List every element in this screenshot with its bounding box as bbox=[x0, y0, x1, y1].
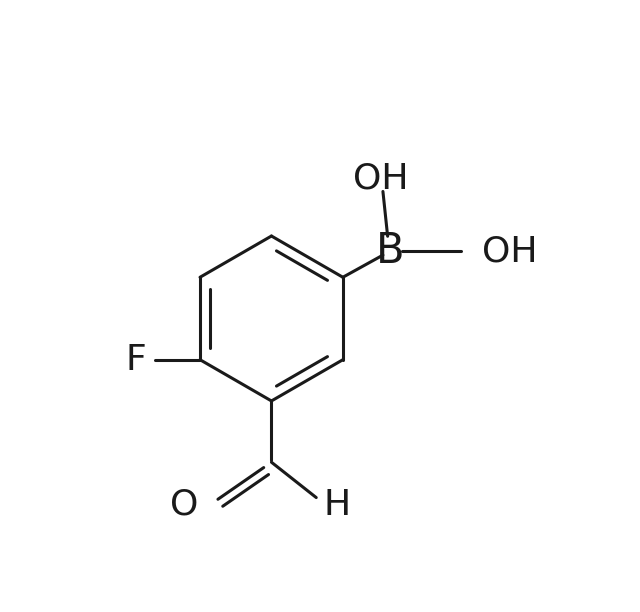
Text: B: B bbox=[376, 230, 404, 272]
Text: H: H bbox=[323, 488, 351, 521]
Text: O: O bbox=[170, 488, 198, 521]
Text: OH: OH bbox=[482, 234, 538, 268]
Text: F: F bbox=[125, 343, 146, 377]
Text: OH: OH bbox=[353, 162, 408, 195]
